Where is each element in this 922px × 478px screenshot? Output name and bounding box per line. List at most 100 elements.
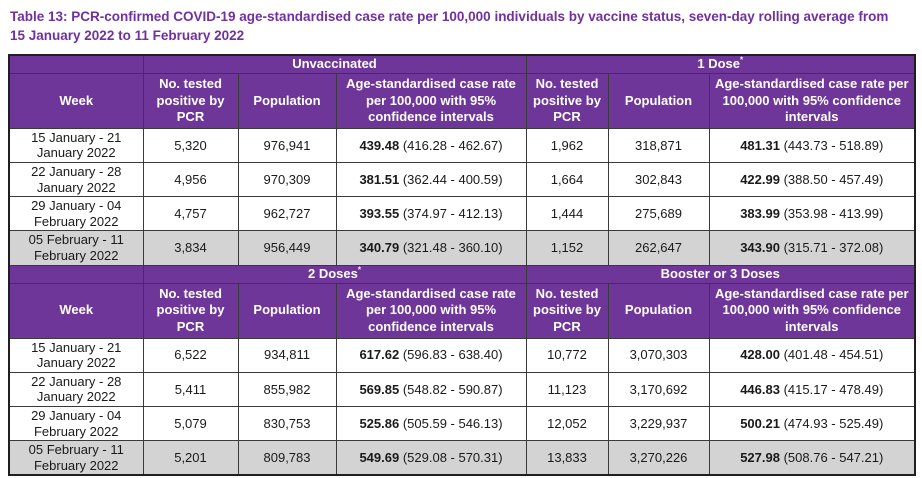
population-cell: 809,783	[237, 440, 337, 476]
table-row: 22 January - 28 January 2022 5,411 855,9…	[8, 371, 916, 407]
population-cell: 855,982	[237, 371, 337, 407]
rate-ci: (443.73 - 518.89)	[783, 137, 884, 153]
rate-cell: 439.48 (416.28 - 462.67)	[335, 127, 527, 163]
week-cell: 22 January - 28 January 2022	[8, 161, 144, 198]
rate-value: 340.79	[359, 240, 400, 256]
tested-cell: 11,123	[525, 371, 609, 407]
col-header-tested: No. tested positive by PCR	[525, 72, 609, 129]
tested-cell: 1,444	[525, 196, 609, 232]
rate-value: 393.55	[359, 205, 400, 221]
rate-cell: 393.55 (374.97 - 412.13)	[335, 196, 527, 232]
week-cell: 22 January - 28 January 2022	[8, 371, 144, 407]
col-header-rate: Age-standardised case rate per 100,000 w…	[335, 72, 527, 129]
rate-ci: (529.08 - 570.31)	[402, 449, 503, 465]
rate-cell: 428.00 (401.48 - 454.51)	[708, 337, 916, 373]
tested-cell: 5,201	[142, 440, 239, 476]
rate-value: 549.69	[359, 449, 400, 465]
week-cell: 29 January - 04 February 2022	[8, 405, 144, 442]
tested-cell: 3,834	[142, 230, 239, 266]
rate-cell: 500.21 (474.93 - 525.49)	[708, 405, 916, 442]
tested-cell: 1,152	[525, 230, 609, 266]
column-header-row: Week No. tested positive by PCR Populati…	[8, 282, 916, 339]
tested-cell: 10,772	[525, 337, 609, 373]
rate-ci: (315.71 - 372.08)	[783, 240, 884, 256]
tested-cell: 4,757	[142, 196, 239, 232]
population-cell: 3,170,692	[607, 371, 710, 407]
rate-ci: (362.44 - 400.59)	[402, 171, 503, 187]
tested-cell: 6,522	[142, 337, 239, 373]
rate-ci: (388.50 - 457.49)	[783, 171, 884, 187]
tested-cell: 5,079	[142, 405, 239, 442]
week-cell: 05 February - 11 February 2022	[8, 230, 144, 266]
group-label: 1 Dose	[697, 56, 741, 72]
group-header-row: Unvaccinated 1 Dose*	[8, 54, 916, 74]
rate-cell: 383.99 (353.98 - 413.99)	[708, 196, 916, 232]
group-header-booster: Booster or 3 Doses	[525, 264, 916, 284]
population-cell: 970,309	[237, 161, 337, 198]
tested-cell: 1,962	[525, 127, 609, 163]
rate-value: 500.21	[740, 415, 780, 431]
population-cell: 3,070,303	[607, 337, 710, 373]
rate-cell: 340.79 (321.48 - 360.10)	[335, 230, 527, 266]
col-header-population: Population	[237, 72, 337, 129]
rate-cell: 525.86 (505.59 - 546.13)	[335, 405, 527, 442]
col-header-population: Population	[607, 282, 710, 339]
rate-ci: (508.76 - 547.21)	[783, 449, 884, 465]
rate-cell: 549.69 (529.08 - 570.31)	[335, 440, 527, 476]
footnote-marker: *	[357, 265, 361, 275]
week-cell: 29 January - 04 February 2022	[8, 196, 144, 232]
rate-value: 381.51	[359, 171, 400, 187]
rate-value: 481.31	[740, 137, 780, 153]
col-header-rate: Age-standardised case rate per 100,000 w…	[335, 282, 527, 339]
rate-value: 569.85	[359, 381, 400, 397]
group-header-1-dose: 1 Dose*	[525, 54, 916, 74]
table-row: 05 February - 11 February 2022 3,834 956…	[8, 230, 916, 266]
group-label: Unvaccinated	[292, 56, 377, 72]
table-row: 29 January - 04 February 2022 4,757 962,…	[8, 196, 916, 232]
rate-value: 383.99	[740, 205, 780, 221]
table-row: 15 January - 21 January 2022 5,320 976,9…	[8, 127, 916, 163]
footnote-marker: *	[740, 55, 744, 65]
population-cell: 976,941	[237, 127, 337, 163]
rate-cell: 481.31 (443.73 - 518.89)	[708, 127, 916, 163]
rate-ci: (505.59 - 546.13)	[402, 415, 503, 431]
col-header-population: Population	[237, 282, 337, 339]
tested-cell: 12,052	[525, 405, 609, 442]
population-cell: 830,753	[237, 405, 337, 442]
rate-value: 527.98	[740, 449, 780, 465]
col-header-tested: No. tested positive by PCR	[142, 72, 239, 129]
population-cell: 956,449	[237, 230, 337, 266]
rate-ci: (374.97 - 412.13)	[402, 205, 503, 221]
corner-cell	[8, 264, 144, 284]
population-cell: 934,811	[237, 337, 337, 373]
rate-value: 446.83	[740, 381, 780, 397]
page-title: Table 13: PCR-confirmed COVID-19 age-sta…	[10, 9, 889, 43]
population-cell: 275,689	[607, 196, 710, 232]
col-header-tested: No. tested positive by PCR	[142, 282, 239, 339]
tested-cell: 4,956	[142, 161, 239, 198]
group-header-2-doses: 2 Doses*	[142, 264, 527, 284]
tested-cell: 1,664	[525, 161, 609, 198]
rate-cell: 569.85 (548.82 - 590.87)	[335, 371, 527, 407]
col-header-week: Week	[8, 72, 144, 129]
rate-ci: (353.98 - 413.99)	[783, 205, 884, 221]
rate-ci: (321.48 - 360.10)	[402, 240, 503, 256]
rate-ci: (548.82 - 590.87)	[402, 381, 503, 397]
week-cell: 15 January - 21 January 2022	[8, 127, 144, 163]
column-header-row: Week No. tested positive by PCR Populati…	[8, 72, 916, 129]
rate-value: 428.00	[740, 347, 780, 363]
rate-cell: 617.62 (596.83 - 638.40)	[335, 337, 527, 373]
table-row: 05 February - 11 February 2022 5,201 809…	[8, 440, 916, 476]
col-header-week: Week	[8, 282, 144, 339]
rate-ci: (596.83 - 638.40)	[402, 347, 503, 363]
rate-ci: (415.17 - 478.49)	[783, 381, 884, 397]
rate-value: 439.48	[359, 137, 400, 153]
tested-cell: 13,833	[525, 440, 609, 476]
rate-value: 617.62	[359, 347, 400, 363]
week-cell: 05 February - 11 February 2022	[8, 440, 144, 476]
rate-cell: 381.51 (362.44 - 400.59)	[335, 161, 527, 198]
week-cell: 15 January - 21 January 2022	[8, 337, 144, 373]
group-header-unvaccinated: Unvaccinated	[142, 54, 527, 74]
rate-value: 343.90	[740, 240, 780, 256]
population-cell: 3,270,226	[607, 440, 710, 476]
